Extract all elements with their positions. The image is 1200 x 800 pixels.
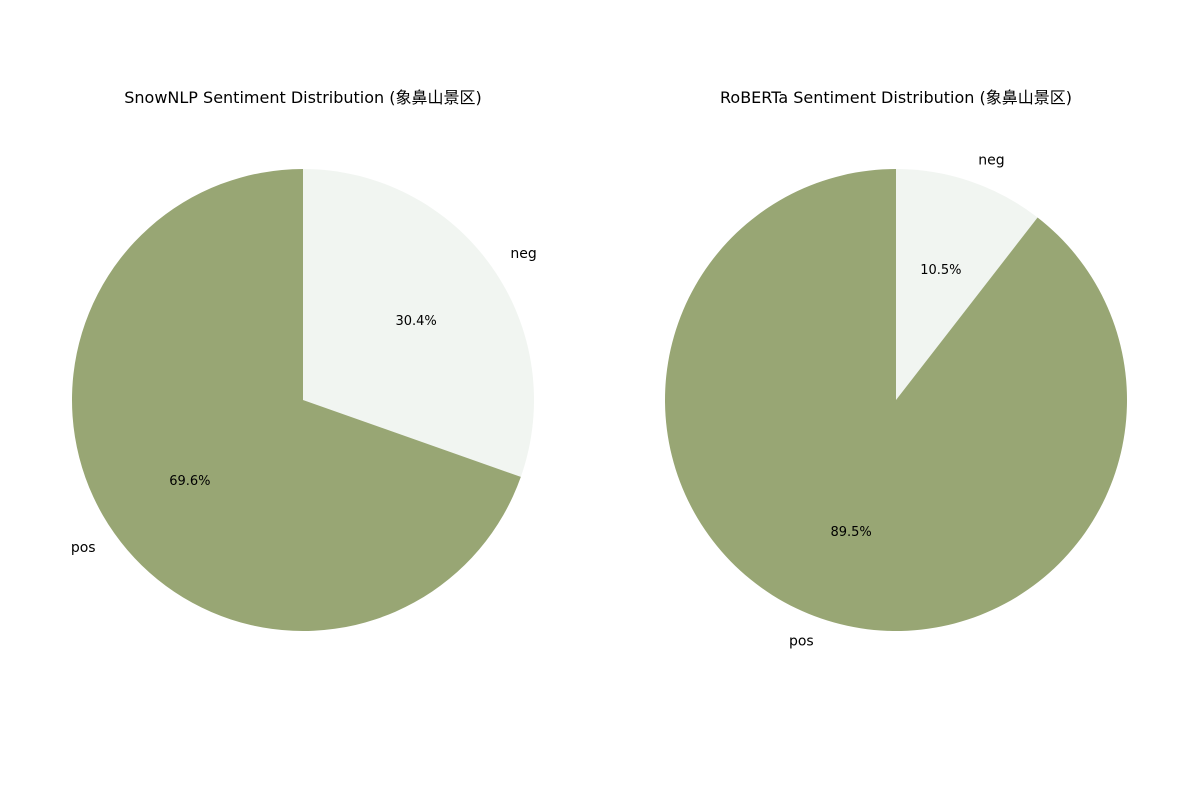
pct-label-snownlp-pos: 69.6%	[169, 474, 210, 489]
pie-slices-snownlp	[71, 169, 534, 631]
pie-slices-roberta	[665, 169, 1128, 631]
pie-slice-roberta-neg	[896, 169, 1038, 400]
slice-label-snownlp-pos: pos	[71, 540, 96, 556]
chart-title-roberta: RoBERTa Sentiment Distribution (象鼻山景区)	[720, 88, 1072, 107]
pie-slice-snownlp-neg	[303, 169, 534, 477]
pct-label-snownlp-neg: 30.4%	[395, 314, 436, 329]
slice-label-snownlp-neg: neg	[510, 246, 536, 262]
pie-labels-snownlp: neg 30.4% pos 69.6%	[71, 246, 537, 556]
pie-slice-roberta-pos	[665, 169, 1128, 631]
pie-chart-snownlp: SnowNLP Sentiment Distribution (象鼻山景区) n…	[71, 88, 537, 631]
slice-label-roberta-neg: neg	[978, 153, 1004, 169]
pie-chart-roberta: RoBERTa Sentiment Distribution (象鼻山景区) n…	[665, 88, 1128, 650]
slice-label-roberta-pos: pos	[789, 633, 814, 649]
pct-label-roberta-pos: 89.5%	[830, 525, 871, 540]
pct-label-roberta-neg: 10.5%	[920, 263, 961, 278]
pie-slice-snownlp-pos	[71, 169, 521, 631]
chart-title-snownlp: SnowNLP Sentiment Distribution (象鼻山景区)	[124, 88, 482, 107]
pie-labels-roberta: neg 10.5% pos 89.5%	[789, 153, 1005, 650]
